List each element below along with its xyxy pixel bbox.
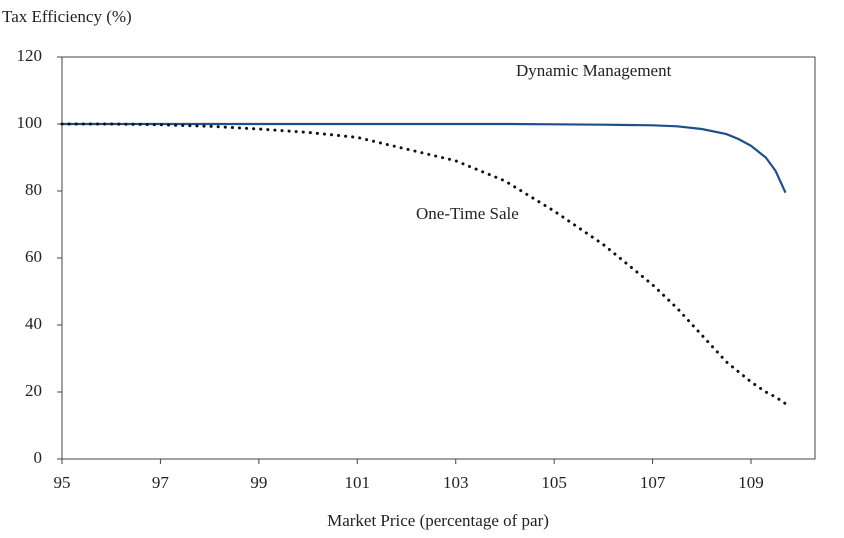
x-tick-label: 107: [640, 473, 666, 492]
series-line: [62, 122, 787, 194]
y-tick-label: 100: [17, 113, 43, 132]
y-tick-label: 0: [34, 448, 43, 467]
y-tick-label: 40: [25, 314, 42, 333]
x-tick-label: 105: [541, 473, 567, 492]
series-label: One-Time Sale: [416, 204, 519, 223]
series-label: Dynamic Management: [516, 61, 672, 80]
x-tick-label: 109: [738, 473, 764, 492]
x-tick-label: 97: [152, 473, 170, 492]
x-tick-label: 95: [54, 473, 71, 492]
y-tick-label: 60: [25, 247, 42, 266]
x-tick-label: 103: [443, 473, 469, 492]
y-tick-label: 80: [25, 180, 42, 199]
y-tick-label: 120: [17, 46, 43, 65]
series-line: [60, 122, 787, 406]
x-tick-label: 99: [250, 473, 267, 492]
x-tick-label: 101: [345, 473, 371, 492]
plot-frame: [61, 56, 816, 460]
y-tick-label: 20: [25, 381, 42, 400]
y-axis-title: Tax Efficiency (%): [2, 7, 132, 26]
x-axis-title: Market Price (percentage of par): [327, 511, 549, 530]
